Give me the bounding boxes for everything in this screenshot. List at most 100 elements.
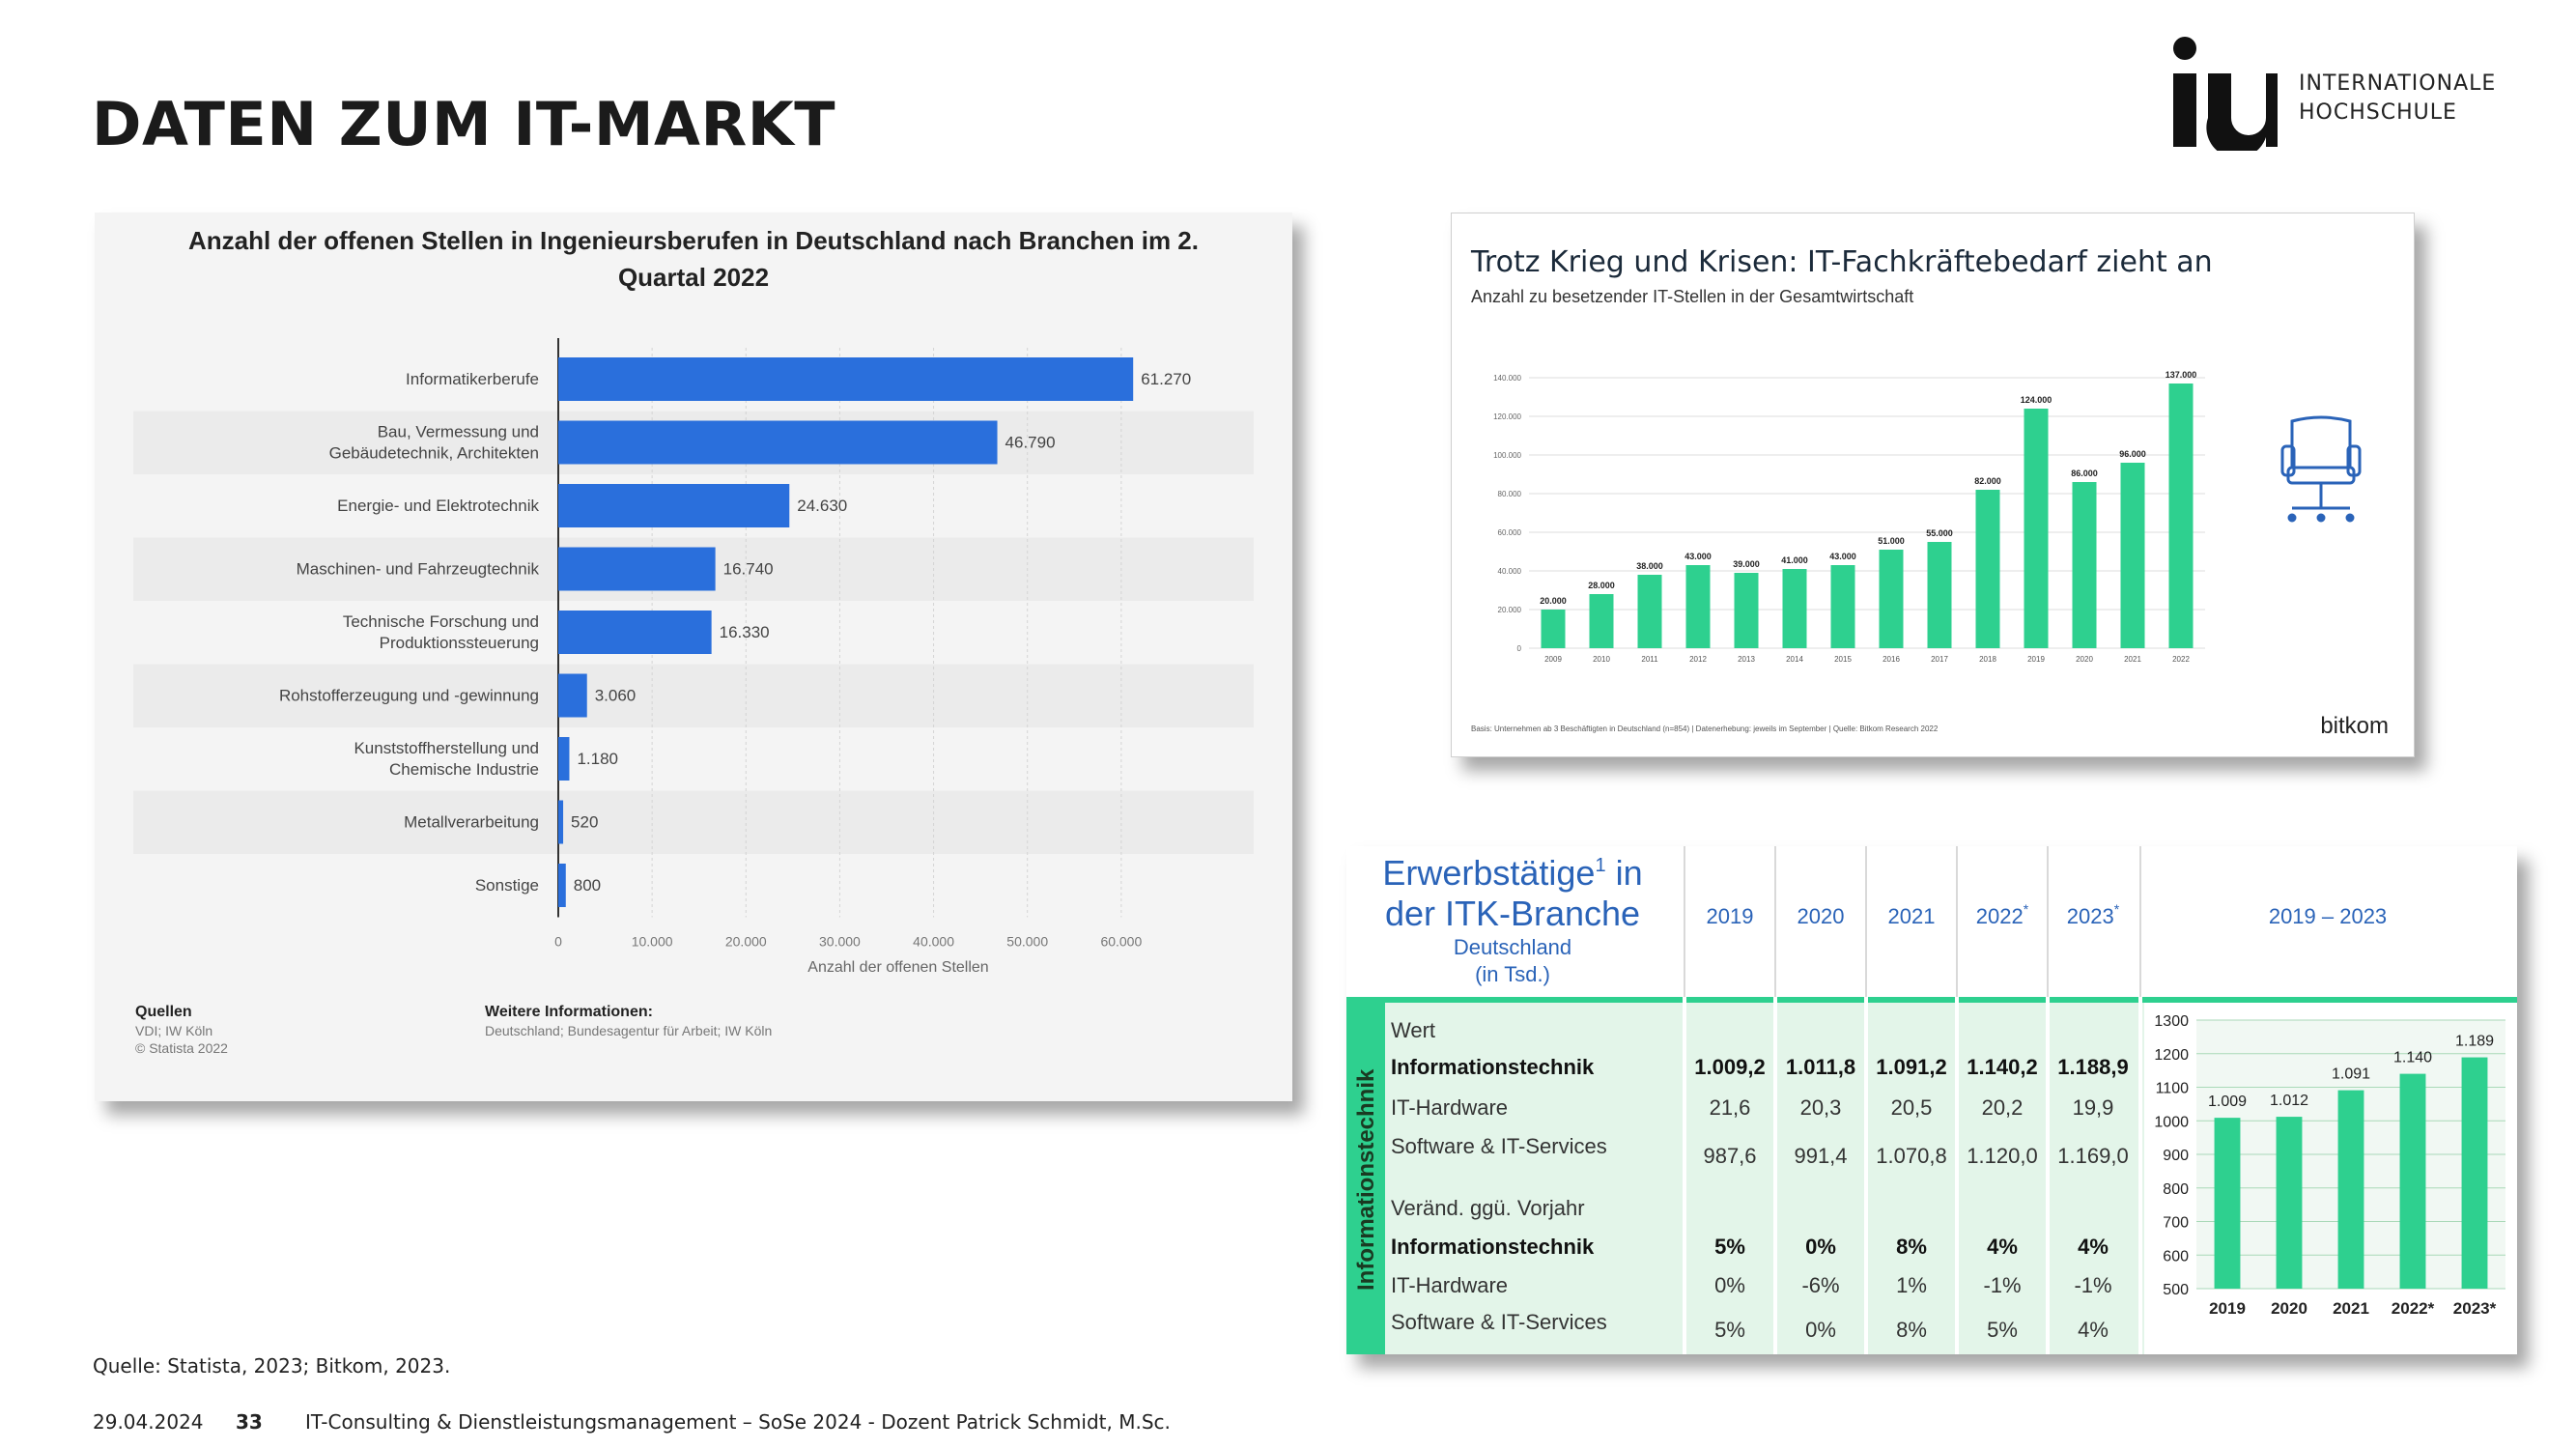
table-cell: 1.140,2 — [1967, 1055, 2037, 1079]
x-tick-label: 2018 — [1979, 655, 1996, 664]
x-tick-label: 0 — [554, 934, 562, 950]
row-label: IT-Hardware — [1391, 1095, 1508, 1120]
y-tick-label: 1100 — [2156, 1081, 2190, 1097]
bar-value-label: 96.000 — [2119, 449, 2146, 459]
bar — [2337, 1090, 2364, 1289]
x-tick-label: 2012 — [1689, 655, 1707, 664]
category-label: Kunststoffherstellung und — [354, 739, 539, 757]
bar — [2276, 1117, 2303, 1289]
info-text: Deutschland; Bundesagentur für Arbeit; I… — [485, 1023, 772, 1038]
x-tick-label: 2023* — [2453, 1299, 2497, 1318]
table-cell: 1.091,2 — [1876, 1055, 1946, 1079]
y-tick-label: 140.000 — [1493, 374, 1521, 383]
year-header: 2021 — [1888, 904, 1936, 928]
y-tick-label: 0 — [1517, 644, 1522, 653]
x-tick-label: 2015 — [1834, 655, 1852, 664]
logo-line-2: HOCHSCHULE — [2299, 100, 2457, 125]
bar — [1685, 565, 1711, 648]
section-label-change: Veränd. ggü. Vorjahr — [1391, 1196, 1585, 1220]
bar — [1589, 594, 1614, 648]
bar — [2168, 384, 2194, 648]
sources-line-1: VDI; IW Köln — [135, 1023, 212, 1038]
iu-logo-icon — [2171, 35, 2278, 158]
table-cell: 20,3 — [1800, 1095, 1842, 1120]
bar — [2072, 482, 2097, 648]
bar — [558, 611, 712, 654]
category-label: Bau, Vermessung und — [378, 423, 539, 441]
bar-value-label: 16.740 — [723, 560, 774, 579]
table-cell: 0% — [1714, 1273, 1745, 1297]
footer-date: 29.04.2024 — [93, 1410, 204, 1434]
y-tick-label: 900 — [2163, 1148, 2189, 1164]
bar-value-label: 1.140 — [2393, 1050, 2432, 1066]
x-tick-label: 20.000 — [725, 934, 767, 950]
category-label: Chemische Industrie — [389, 760, 539, 779]
bar — [1637, 575, 1662, 648]
bar-value-label: 1.180 — [577, 750, 618, 768]
year-header: 2023* — [2067, 901, 2120, 928]
chart-title-line-2: Quartal 2022 — [618, 263, 769, 292]
y-tick-label: 600 — [2163, 1248, 2189, 1264]
bar-value-label: 61.270 — [1141, 370, 1191, 388]
bitkom-subtitle: Anzahl zu besetzender IT-Stellen in der … — [1471, 287, 1913, 306]
y-tick-label: 500 — [2163, 1282, 2189, 1298]
bar-value-label: 86.000 — [2071, 469, 2098, 478]
x-tick-label: 40.000 — [913, 934, 954, 950]
bar-value-label: 3.060 — [595, 687, 637, 705]
category-label: Produktionssteuerung — [380, 634, 539, 652]
x-tick-label: 2009 — [1544, 655, 1562, 664]
logo-line-1: INTERNATIONALE — [2299, 71, 2497, 96]
table-cell: -1% — [2074, 1273, 2111, 1297]
table-cell: 5% — [1987, 1318, 2018, 1342]
row-band — [133, 664, 1254, 727]
bar — [558, 547, 716, 591]
x-tick-label: 2019 — [2209, 1299, 2246, 1318]
bar — [558, 484, 790, 527]
row-label: Informationstechnik — [1391, 1235, 1595, 1259]
table-cell: 8% — [1896, 1235, 1927, 1259]
bar — [2461, 1057, 2488, 1289]
x-tick-label: 50.000 — [1006, 934, 1048, 950]
category-label: Gebäudetechnik, Architekten — [329, 444, 539, 463]
bar-value-label: 28.000 — [1588, 581, 1615, 590]
itk-table: Erwerbstätige1 in der ITK-Branche Deutsc… — [1346, 846, 2517, 1354]
category-label: Sonstige — [475, 876, 539, 895]
table-cell: 5% — [1714, 1318, 1745, 1342]
bitkom-title: Trotz Krieg und Krisen: IT-Fachkräftebed… — [1470, 245, 2213, 279]
x-tick-label: 2021 — [2333, 1299, 2369, 1318]
bar — [1975, 490, 2000, 648]
y-tick-label: 700 — [2163, 1215, 2189, 1232]
y-tick-label: 60.000 — [1498, 528, 1522, 537]
bar-value-label: 124.000 — [2021, 395, 2052, 405]
bar-value-label: 39.000 — [1733, 559, 1760, 569]
y-tick-label: 20.000 — [1498, 606, 1522, 614]
bar — [2120, 463, 2145, 648]
bar — [1927, 542, 1952, 648]
bar-value-label: 800 — [574, 876, 601, 895]
x-tick-label: 60.000 — [1100, 934, 1142, 950]
y-tick-label: 1000 — [2154, 1114, 2189, 1130]
table-cell: 987,6 — [1703, 1144, 1756, 1168]
x-tick-label: 2014 — [1786, 655, 1803, 664]
sources-line-2: © Statista 2022 — [135, 1040, 228, 1056]
category-label: Energie- und Elektrotechnik — [337, 497, 539, 515]
bar — [558, 800, 564, 844]
x-tick-label: 2011 — [1641, 655, 1658, 664]
x-tick-label: 2021 — [2124, 655, 2141, 664]
itk-title-line-1: Erwerbstätige1 in — [1382, 853, 1642, 893]
row-label: Software & IT-Services — [1391, 1310, 1607, 1334]
x-tick-label: 2020 — [2271, 1299, 2307, 1318]
category-label: Technische Forschung und — [343, 612, 539, 631]
table-cell: 4% — [2078, 1235, 2109, 1259]
bar-value-label: 137.000 — [2166, 370, 2197, 380]
bar — [558, 864, 566, 907]
x-tick-label: 30.000 — [819, 934, 861, 950]
bar — [558, 420, 998, 465]
bar-value-label: 55.000 — [1926, 528, 1953, 538]
bar — [2024, 409, 2049, 648]
y-tick-label: 40.000 — [1498, 567, 1522, 576]
table-cell: -6% — [1801, 1273, 1839, 1297]
bar-value-label: 43.000 — [1684, 552, 1712, 561]
bar-value-label: 41.000 — [1781, 555, 1808, 565]
statista-chart-panel: Anzahl der offenen Stellen in Ingenieurs… — [95, 213, 1292, 1101]
